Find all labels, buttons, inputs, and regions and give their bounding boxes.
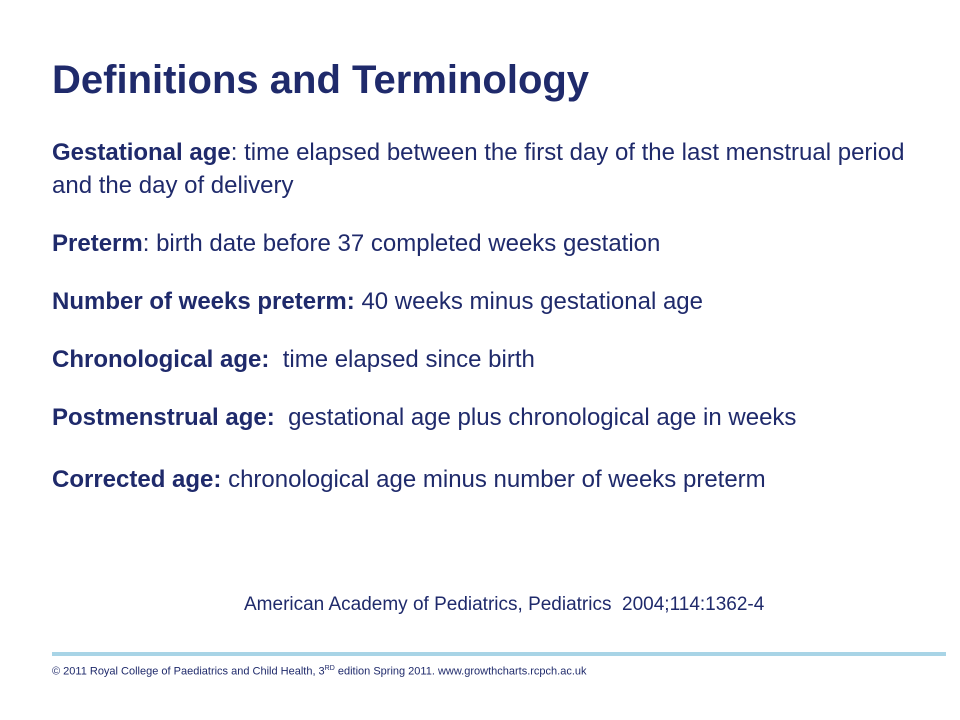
definition-term: Chronological age: (52, 346, 270, 373)
definition-text: birth date before 37 completed weeks ges… (156, 230, 661, 257)
definition-term: Preterm (52, 230, 143, 257)
definition-preterm: Preterm: birth date before 37 completed … (52, 227, 920, 260)
footer-copyright: © 2011 Royal College of Paediatrics and … (52, 665, 587, 678)
definition-term: Number of weeks preterm: (52, 288, 355, 315)
definition-corrected-age: Corrected age: chronological age minus n… (52, 459, 920, 500)
definition-separator: : (230, 139, 245, 166)
citation: American Academy of Pediatrics, Pediatri… (244, 594, 764, 616)
definition-term: Corrected age: (52, 466, 222, 493)
definition-separator (269, 346, 282, 373)
definitions-list: Gestational age: time elapsed between th… (52, 136, 920, 525)
footer-edition-superscript: RD (324, 665, 335, 672)
definition-weeks-preterm: Number of weeks preterm: 40 weeks minus … (52, 285, 920, 318)
footer-copyright-prefix: © 2011 Royal College of Paediatrics and … (52, 665, 325, 678)
footer-copyright-suffix: edition Spring 2011. www.growthcharts.rc… (334, 665, 587, 678)
definition-text: chronological age minus number of weeks … (228, 466, 766, 493)
definition-term: Gestational age (52, 139, 231, 166)
definition-text: time elapsed between the first day of th… (52, 139, 905, 199)
definition-separator (275, 404, 288, 431)
slide-title: Definitions and Terminology (52, 58, 590, 102)
definition-chronological-age: Chronological age: time elapsed since bi… (52, 343, 920, 376)
definition-separator: : (142, 230, 157, 257)
definition-text: 40 weeks minus gestational age (361, 288, 703, 315)
definition-gestational-age: Gestational age: time elapsed between th… (52, 136, 920, 202)
definition-postmenstrual-age: Postmenstrual age: gestational age plus … (52, 401, 920, 434)
citation-text: American Academy of Pediatrics, Pediatri… (244, 594, 765, 615)
footer-divider (52, 652, 946, 656)
definition-text: gestational age plus chronological age i… (288, 404, 797, 431)
definition-term: Postmenstrual age: (52, 404, 275, 431)
definition-text: time elapsed since birth (282, 346, 535, 373)
